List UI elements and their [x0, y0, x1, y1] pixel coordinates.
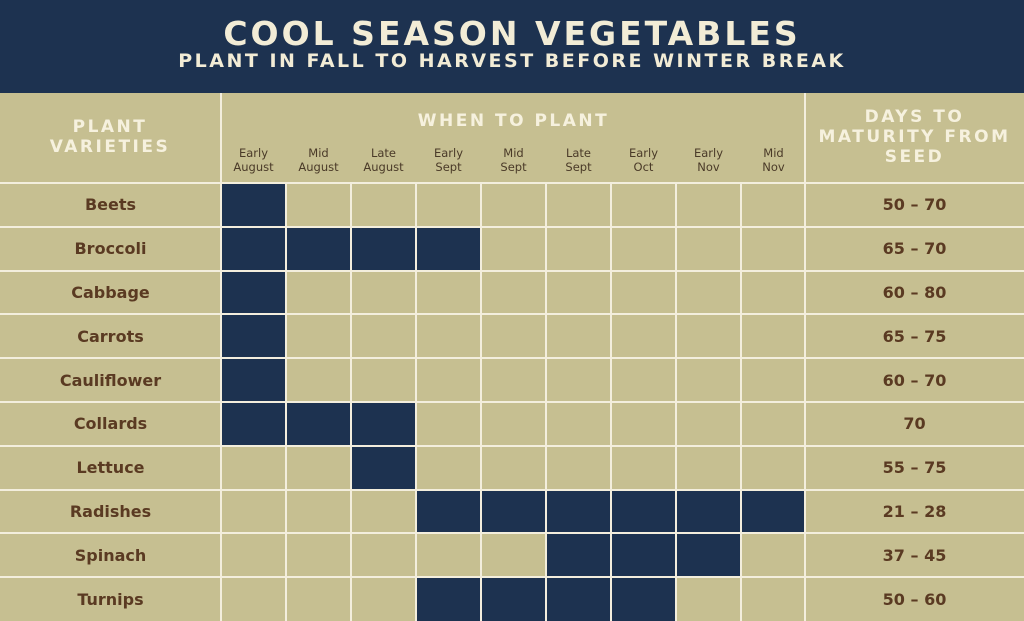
- planting-window-cell: [481, 489, 546, 534]
- planting-window-cell: [741, 489, 806, 534]
- period-header: Mid Sept: [500, 146, 527, 174]
- days-to-maturity-value: 21 – 28: [882, 501, 947, 521]
- vegetable-name: Cabbage: [71, 282, 150, 302]
- planting-window-cell: [546, 577, 611, 621]
- planting-window-cell: [351, 445, 416, 490]
- grid-line: [0, 182, 1024, 184]
- vegetable-name: Turnips: [77, 589, 144, 609]
- period-header: Mid August: [298, 146, 339, 174]
- planting-window-cell: [546, 533, 611, 578]
- planting-window-cell: [351, 402, 416, 446]
- vegetable-name: Beets: [84, 195, 137, 215]
- period-header: Mid Nov: [762, 146, 785, 174]
- planting-window-cell: [546, 489, 611, 534]
- grid-line: [804, 93, 806, 621]
- header: COOL SEASON VEGETABLES PLANT IN FALL TO …: [0, 0, 1024, 93]
- days-to-maturity-value: 65 – 75: [882, 326, 947, 346]
- days-to-maturity-value: 50 – 60: [882, 589, 947, 609]
- period-header: Early Oct: [628, 146, 659, 174]
- vegetable-name: Carrots: [77, 326, 144, 346]
- grid-line: [0, 532, 1024, 535]
- planting-table: PLANT VARIETIES WHEN TO PLANT DAYS TO MATU…: [0, 93, 1024, 621]
- days-to-maturity-value: 37 – 45: [882, 545, 947, 565]
- grid-line: [0, 444, 1024, 447]
- vegetable-name: Spinach: [74, 545, 147, 565]
- days-to-maturity-value: 70: [903, 414, 926, 434]
- grid-line: [0, 357, 1024, 360]
- days-to-maturity-value: 60 – 80: [882, 282, 947, 302]
- when-to-plant-header: WHEN TO PLANT: [417, 111, 610, 131]
- days-to-maturity-header: DAYS TO MATURITY FROM SEED: [818, 107, 1011, 167]
- period-header: Early August: [233, 146, 274, 174]
- planting-window-cell: [351, 226, 416, 271]
- period-header: Early Nov: [693, 146, 724, 174]
- planting-window-cell: [221, 314, 286, 359]
- planting-window-cell: [611, 533, 676, 578]
- planting-window-cell: [676, 489, 741, 534]
- grid-line: [0, 576, 1024, 579]
- vegetable-name: Cauliflower: [59, 370, 162, 390]
- vegetable-name: Lettuce: [76, 458, 145, 478]
- page-title: COOL SEASON VEGETABLES: [223, 14, 801, 53]
- planting-window-cell: [676, 533, 741, 578]
- planting-window-cell: [286, 402, 351, 446]
- plant-varieties-header: PLANT VARIETIES: [49, 117, 171, 157]
- planting-window-cell: [416, 577, 481, 621]
- planting-window-cell: [221, 402, 286, 446]
- days-to-maturity-value: 50 – 70: [882, 195, 947, 215]
- planting-window-cell: [221, 270, 286, 315]
- planting-window-cell: [221, 226, 286, 271]
- grid-line: [0, 488, 1024, 491]
- planting-window-cell: [221, 183, 286, 227]
- grid-line: [0, 313, 1024, 316]
- page-subtitle: PLANT IN FALL TO HARVEST BEFORE WINTER B…: [178, 50, 846, 72]
- vegetable-name: Radishes: [69, 501, 152, 521]
- planting-window-cell: [416, 489, 481, 534]
- planting-window-cell: [611, 577, 676, 621]
- vegetable-name: Broccoli: [74, 239, 147, 259]
- days-to-maturity-value: 55 – 75: [882, 458, 947, 478]
- planting-window-cell: [416, 226, 481, 271]
- planting-window-cell: [481, 577, 546, 621]
- grid-line: [220, 93, 222, 621]
- planting-window-cell: [221, 358, 286, 402]
- grid-line: [0, 225, 1024, 228]
- vegetable-name: Collards: [73, 414, 148, 434]
- period-header: Early Sept: [433, 146, 464, 174]
- grid-line: [0, 401, 1024, 403]
- grid-line: [0, 269, 1024, 272]
- days-to-maturity-value: 60 – 70: [882, 370, 947, 390]
- planting-window-cell: [611, 489, 676, 534]
- period-header: Late Sept: [565, 146, 592, 174]
- planting-window-cell: [286, 226, 351, 271]
- days-to-maturity-value: 65 – 70: [882, 239, 947, 259]
- period-header: Late August: [363, 146, 404, 174]
